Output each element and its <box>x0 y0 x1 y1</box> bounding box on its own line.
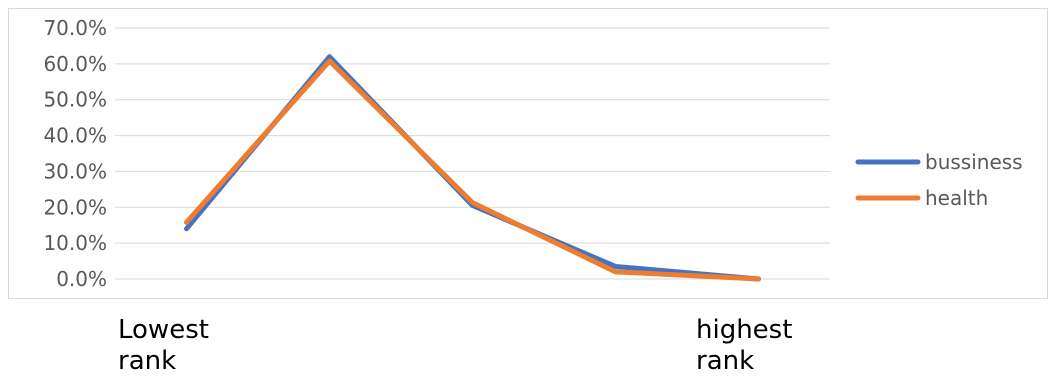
y-tick-label: 20.0% <box>43 195 107 219</box>
y-tick-label: 60.0% <box>43 52 107 76</box>
highest-rank-label-line1: highest <box>696 314 792 346</box>
series-line-health <box>187 61 759 279</box>
lowest-rank-label-line2: rank <box>118 345 176 377</box>
y-tick-label: 30.0% <box>43 159 107 183</box>
line-chart: 0.0% 10.0% 20.0% 30.0% 40.0% 50.0% 60.0% 70.0% b… <box>0 0 1053 310</box>
series-line-bussiness <box>187 57 759 279</box>
y-tick-label: 50.0% <box>43 88 107 112</box>
y-tick-label: 70.0% <box>43 16 107 40</box>
lowest-rank-label-line1: Lowest <box>118 314 209 346</box>
legend-label-bussiness: bussiness <box>925 150 1023 174</box>
y-tick-label: 10.0% <box>43 231 107 255</box>
highest-rank-label-line2: rank <box>696 345 754 377</box>
y-tick-label: 0.0% <box>56 267 107 291</box>
legend-label-health: health <box>925 186 988 210</box>
y-tick-label: 40.0% <box>43 124 107 148</box>
